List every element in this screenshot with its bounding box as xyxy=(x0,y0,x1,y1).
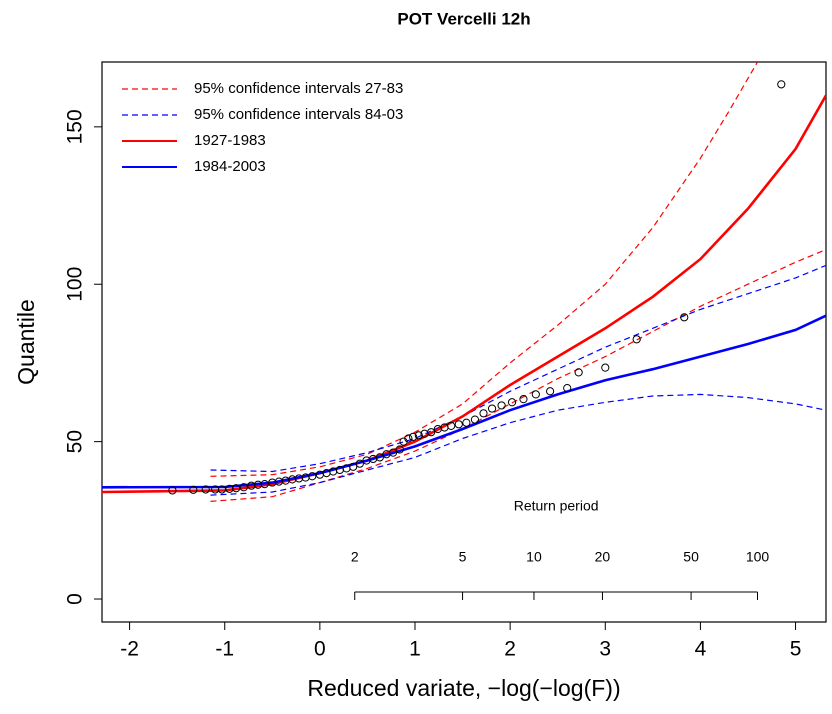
observation-point xyxy=(680,313,689,322)
observation-point xyxy=(404,434,413,443)
observation-point xyxy=(375,453,384,462)
observation-point xyxy=(479,409,488,418)
observation-point xyxy=(409,432,418,442)
observation-point xyxy=(563,384,572,393)
observation-point xyxy=(168,486,177,495)
observation-point xyxy=(447,421,456,430)
observation-point xyxy=(308,472,317,481)
return-period-label: 20 xyxy=(595,549,611,565)
return-period-label: 2 xyxy=(351,549,359,565)
series-line xyxy=(210,393,826,496)
return-period-label: 5 xyxy=(459,549,467,565)
observation-point xyxy=(389,448,398,457)
observation-point xyxy=(519,395,528,404)
observation-point xyxy=(395,445,404,454)
observation-point xyxy=(232,484,241,493)
observation-point xyxy=(253,480,263,489)
observation-point xyxy=(531,390,540,399)
x-axis-label: Reduced variate, −log(−log(F)) xyxy=(307,675,620,701)
observation-point xyxy=(545,387,555,396)
observation-point xyxy=(470,415,480,424)
observation-point xyxy=(487,404,497,413)
x-tick-label: 5 xyxy=(790,638,802,661)
return-period-label: 100 xyxy=(746,549,770,565)
observation-point xyxy=(632,335,641,344)
observation-point xyxy=(355,459,364,468)
observation-point xyxy=(189,485,198,494)
observation-point xyxy=(260,480,269,489)
y-tick-label: 100 xyxy=(64,267,87,302)
observation-point xyxy=(574,368,583,377)
x-tick-label: -2 xyxy=(120,638,139,661)
y-axis-label: Quantile xyxy=(13,299,39,385)
legend-label: 1927-1983 xyxy=(194,132,266,149)
plot-frame xyxy=(101,61,827,623)
legend-label: 95% confidence intervals 27-83 xyxy=(194,80,403,97)
chart-title: POT Vercelli 12h xyxy=(397,9,530,28)
series-line xyxy=(210,249,826,502)
observation-point xyxy=(239,483,248,492)
y-tick-label: 50 xyxy=(64,430,87,453)
observation-point xyxy=(777,80,786,89)
observation-point xyxy=(497,401,506,410)
x-tick-label: 1 xyxy=(409,638,421,661)
legend-label: 95% confidence intervals 84-03 xyxy=(194,106,403,123)
series-line xyxy=(210,62,759,477)
series-line xyxy=(210,264,826,473)
observation-point xyxy=(462,418,471,427)
x-tick-label: 2 xyxy=(504,638,516,661)
x-tick-label: 3 xyxy=(599,638,611,661)
observation-point xyxy=(201,485,210,494)
observation-point xyxy=(211,485,220,494)
x-tick-label: 0 xyxy=(314,638,326,661)
return-period-title: Return period xyxy=(514,498,599,514)
observation-point xyxy=(454,420,463,429)
observation-point xyxy=(349,462,358,471)
observation-point xyxy=(225,484,234,493)
series-line xyxy=(102,314,826,489)
legend-label: 1984-2003 xyxy=(194,158,266,175)
x-tick-label: 4 xyxy=(695,638,707,661)
return-period-label: 50 xyxy=(683,549,699,565)
y-tick-label: 150 xyxy=(64,109,87,144)
y-tick-label: 0 xyxy=(64,593,87,605)
return-period-label: 10 xyxy=(526,549,542,565)
observation-point xyxy=(427,428,436,437)
observation-point xyxy=(414,431,423,440)
x-tick-label: -1 xyxy=(215,638,234,661)
observation-point xyxy=(507,398,517,407)
observation-point xyxy=(601,363,610,372)
series-line xyxy=(102,94,826,494)
